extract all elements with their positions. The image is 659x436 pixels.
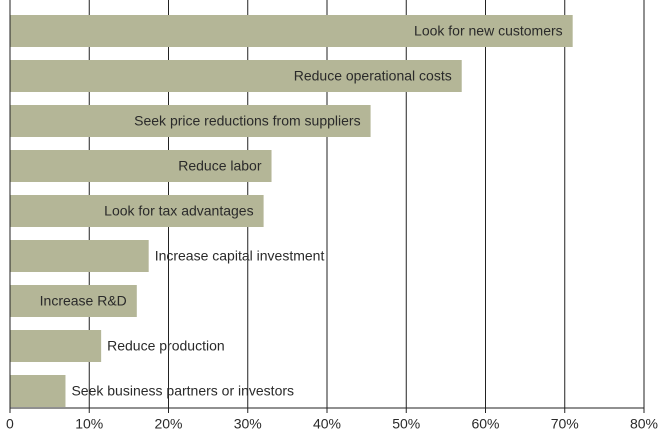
bar-label: Look for new customers (414, 23, 563, 39)
x-tick-label: 30% (234, 416, 262, 432)
x-tick-label: 80% (630, 416, 658, 432)
bar (10, 15, 573, 47)
bar-label: Reduce production (107, 338, 225, 354)
bar (10, 105, 371, 137)
x-tick-label: 0 (6, 416, 14, 432)
bar-label: Reduce labor (178, 158, 262, 174)
bar-label: Look for tax advantages (104, 203, 253, 219)
bar-label: Increase capital investment (155, 248, 325, 264)
bar (10, 150, 272, 182)
bar (10, 240, 149, 272)
x-tick-label: 10% (75, 416, 103, 432)
bar (10, 195, 264, 227)
x-tick-label: 50% (392, 416, 420, 432)
x-tick-label: 70% (551, 416, 579, 432)
bar (10, 285, 137, 317)
x-tick-label: 20% (154, 416, 182, 432)
bar-label: Reduce operational costs (294, 68, 452, 84)
bar (10, 375, 66, 407)
x-tick-label: 60% (471, 416, 499, 432)
bar-label: Seek price reductions from suppliers (134, 113, 360, 129)
bar-label: Seek business partners or investors (71, 383, 294, 399)
x-tick-label: 40% (313, 416, 341, 432)
bar (10, 330, 102, 362)
bar (10, 60, 462, 92)
bar-label: Increase R&D (40, 293, 127, 309)
